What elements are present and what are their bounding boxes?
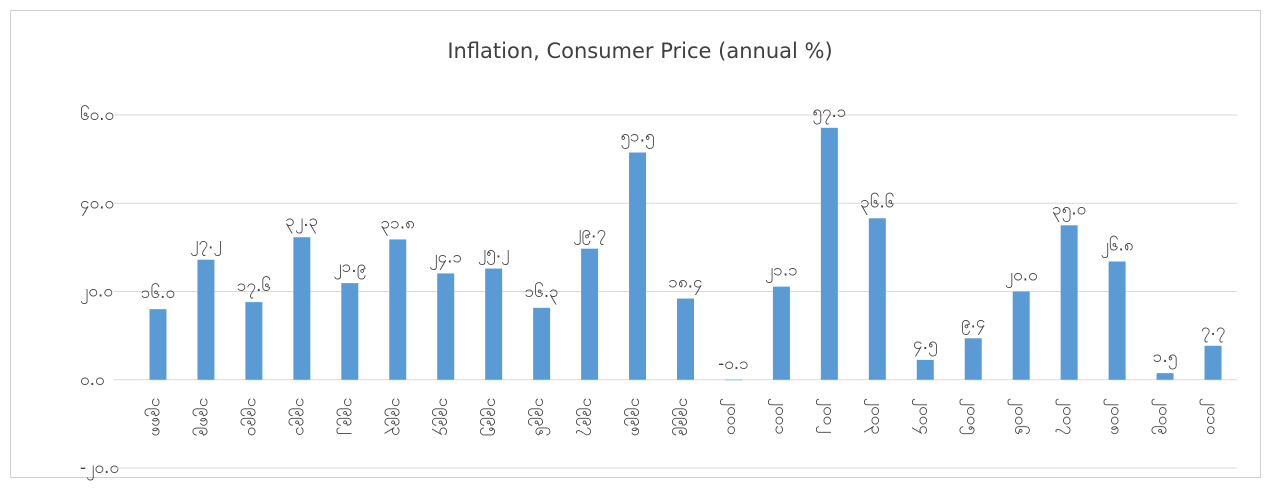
y-tick-label: ၄၀.၀ bbox=[80, 193, 114, 216]
bar bbox=[629, 152, 647, 380]
x-tick-label: ၁၉၉၂ bbox=[336, 398, 359, 435]
x-tick-label: ၂၀၀၈ bbox=[1103, 398, 1126, 435]
data-label: ၁.၅ bbox=[1153, 347, 1178, 370]
bar bbox=[916, 359, 934, 380]
data-label: ၂၀.၀ bbox=[1005, 266, 1038, 289]
data-label: ၂၁.၉ bbox=[333, 257, 366, 280]
y-tick-label: ၆၀.၀ bbox=[80, 104, 114, 125]
bar bbox=[581, 248, 599, 380]
data-label: ၂၁.၁ bbox=[765, 261, 798, 284]
x-tick-label: ၁၉၉၇ bbox=[576, 398, 599, 436]
data-label: ၃၅.၀ bbox=[1052, 199, 1086, 222]
bar bbox=[437, 273, 455, 380]
x-tick-label: ၁၉၉၅ bbox=[480, 398, 503, 436]
bar bbox=[485, 268, 503, 380]
x-tick-label: ၁၉၈၉ bbox=[192, 398, 215, 436]
y-tick-label: ၂၀.၀ bbox=[80, 282, 113, 305]
bar bbox=[293, 237, 311, 380]
x-tick-label: ၂၀၀၃ bbox=[863, 398, 886, 435]
x-tick-label: ၁၉၉၆ bbox=[528, 398, 552, 436]
data-label: ၁၆.၀ bbox=[141, 282, 175, 303]
x-tick-label: ၂၀၀၁ bbox=[767, 398, 790, 435]
data-label: ၅၇.၁ bbox=[812, 102, 846, 125]
data-label: ၂၆.၈ bbox=[1101, 234, 1134, 258]
data-label: ၁၈.၄ bbox=[668, 273, 702, 296]
data-label: ၃၁.၈ bbox=[381, 213, 415, 236]
x-tick-label: ၁၉၈၈ bbox=[144, 398, 167, 437]
x-tick-label: ၂၀၀၇ bbox=[1055, 398, 1078, 435]
y-tick-label: ၀.၀ bbox=[80, 370, 105, 390]
bar bbox=[533, 307, 551, 380]
bar bbox=[677, 298, 694, 380]
data-label: ၃၂.၃ bbox=[285, 211, 318, 234]
chart-title: Inflation, Consumer Price (annual %) bbox=[447, 39, 832, 63]
bar bbox=[868, 218, 886, 380]
data-label: -၀.၁ bbox=[718, 354, 749, 374]
data-label: ၂၅.၂ bbox=[478, 243, 510, 266]
data-label: ၁၆.၃ bbox=[525, 281, 559, 305]
bar bbox=[1012, 291, 1030, 380]
x-tick-label: ၁၉၉၃ bbox=[384, 398, 407, 436]
data-label: ၃၆.၆ bbox=[860, 191, 894, 215]
x-tick-label: ၂၀၀၆ bbox=[1007, 398, 1031, 435]
x-tick-label: ၁၉၉၄ bbox=[432, 398, 455, 436]
x-tick-label: ၁၉၉၉ bbox=[672, 398, 695, 436]
bar bbox=[341, 283, 359, 380]
bar bbox=[197, 259, 215, 380]
bar bbox=[1060, 225, 1078, 380]
data-label: ၂၉.၇ bbox=[573, 223, 606, 246]
bar bbox=[820, 127, 838, 380]
x-tick-label: ၂၀၀၀ bbox=[719, 398, 742, 435]
bar bbox=[245, 302, 263, 380]
bar bbox=[149, 309, 167, 380]
y-tick-label: -၂၀.၀ bbox=[80, 458, 119, 481]
bar bbox=[964, 338, 982, 380]
x-tick-label: ၁၉၉၀ bbox=[240, 398, 263, 436]
bar bbox=[1108, 261, 1126, 380]
data-label: ၉.၄ bbox=[961, 312, 986, 335]
data-label: ၁၇.၆ bbox=[237, 275, 271, 299]
bar bbox=[724, 379, 742, 381]
x-tick-label: ၂၀၁၀ bbox=[1199, 398, 1222, 435]
data-label: ၅၁.၅ bbox=[620, 127, 654, 150]
data-label: ၂၇.၂ bbox=[190, 234, 222, 257]
x-tick-label: ၁၉၉၈ bbox=[624, 398, 647, 436]
x-tick-label: ၂၀၀၅ bbox=[959, 398, 982, 435]
bar bbox=[772, 286, 790, 380]
bar bbox=[1204, 345, 1222, 380]
x-tick-label: ၂၀၀၂ bbox=[815, 398, 838, 434]
bar bbox=[389, 239, 407, 380]
data-label: ၂၄.၁ bbox=[429, 247, 462, 270]
data-label: ၄.၅ bbox=[913, 334, 938, 357]
x-tick-label: ၂၀၀၉ bbox=[1151, 398, 1174, 435]
data-label: ၇.၇ bbox=[1201, 320, 1226, 343]
x-tick-label: ၁၉၉၁ bbox=[288, 398, 311, 436]
bar bbox=[1156, 373, 1174, 380]
x-tick-label: ၂၀၀၄ bbox=[911, 398, 934, 435]
